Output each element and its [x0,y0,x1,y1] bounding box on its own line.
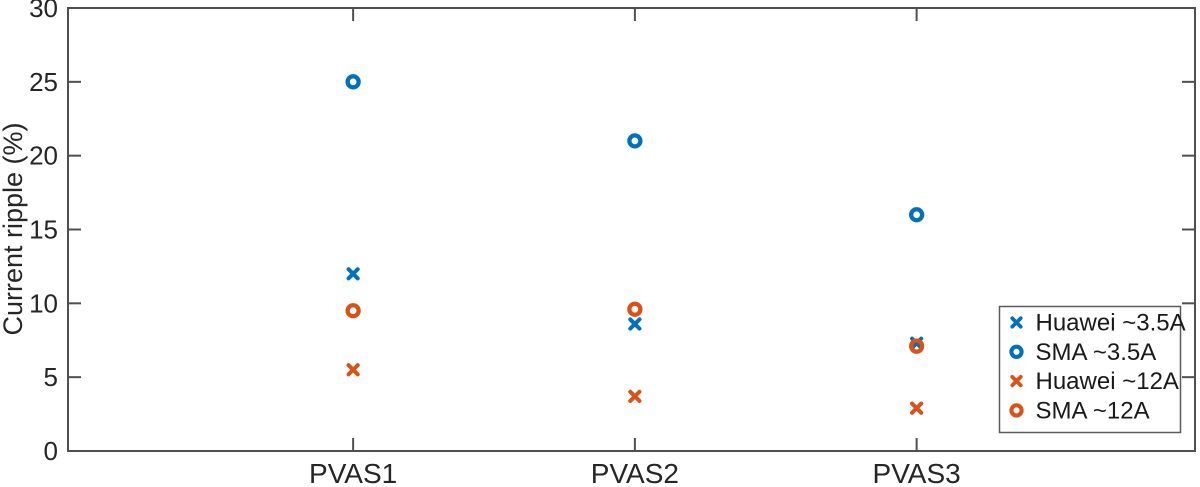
legend-label: Huawei ~12A [1036,368,1179,395]
data-point-marker-s3-PVAS2 [627,301,643,317]
data-point-marker-s2-PVAS3 [910,401,924,415]
legend-marker-icon [1010,375,1023,388]
data-point-marker-s2-PVAS1 [346,363,360,377]
data-point-marker-s1-PVAS2 [627,133,643,149]
data-point-marker-s3-PVAS3 [908,338,925,354]
y-tick-label: 30 [29,0,58,23]
y-tick-label: 15 [29,215,58,245]
legend-label: Huawei ~3.5A [1036,310,1186,337]
x-tick-label: PVAS2 [591,458,679,487]
data-point-marker-s0-PVAS2 [628,317,642,331]
data-point-marker-s0-PVAS1 [346,267,360,281]
data-point-marker-s1-PVAS3 [908,207,925,223]
y-tick-label: 10 [29,288,58,318]
legend-label: SMA ~3.5A [1036,339,1157,366]
y-tick-label: 20 [29,141,58,171]
legend-marker-icon [1010,316,1023,329]
data-point-marker-s2-PVAS2 [628,389,642,403]
legend-box [998,305,1182,434]
y-tick-label: 5 [44,362,58,392]
x-tick-label: PVAS1 [309,458,397,487]
x-tick-label: PVAS3 [873,458,961,487]
y-tick-label: 25 [29,67,58,97]
data-point-marker-s3-PVAS1 [345,303,361,319]
data-point-marker-s1-PVAS1 [345,74,361,90]
y-axis-title: Current ripple (%) [0,122,28,335]
y-tick-label: 0 [44,436,58,466]
legend-label: SMA ~12A [1036,397,1150,424]
legend-marker-icon [1009,344,1024,359]
legend-marker-icon [1009,403,1024,418]
